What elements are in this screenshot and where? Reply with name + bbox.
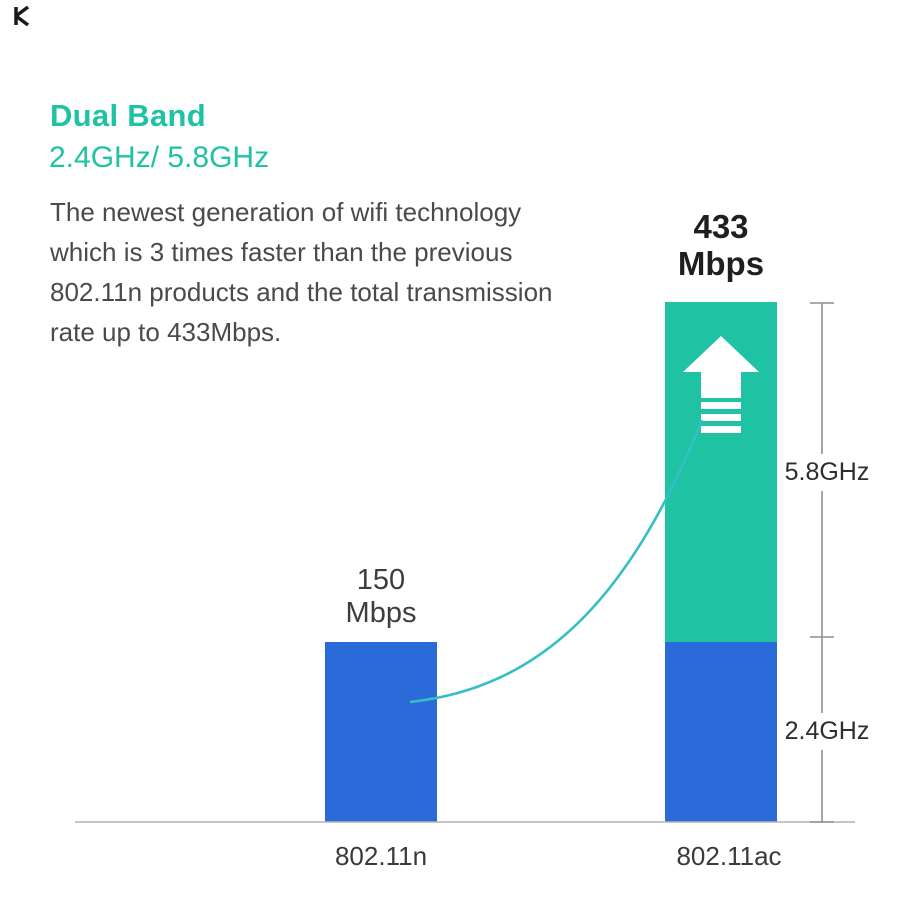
- band-label-58ghz: 5.8GHz: [777, 454, 877, 491]
- bar-value-150-unit: Mbps: [345, 597, 417, 629]
- x-axis-label-802-11ac: 802.11ac: [676, 841, 782, 871]
- description-text: The newest generation of wifi technology…: [50, 192, 553, 352]
- corner-artifact-mark: [14, 5, 30, 27]
- headline-dual-band: Dual Band: [50, 98, 206, 133]
- band-label-24ghz: 2.4GHz: [777, 713, 877, 750]
- bar-802-11n: [325, 642, 437, 822]
- up-arrow-icon: [683, 336, 759, 433]
- bar-value-150-number: 150: [356, 564, 406, 596]
- description-line-1: The newest generation of wifi technology: [50, 197, 522, 227]
- headline-frequencies: 2.4GHz/ 5.8GHz: [49, 141, 270, 174]
- bar-value-433-number: 433: [693, 208, 749, 245]
- bar-802-11ac-segment-24ghz: [665, 642, 777, 822]
- x-axis-label-802-11n: 802.11n: [334, 841, 428, 871]
- bar-value-433-unit: Mbps: [677, 245, 765, 282]
- growth-curve: [409, 419, 704, 704]
- bar-value-label-433: 433 Mbps: [651, 208, 791, 282]
- description-line-2: which is 3 times faster than the previou…: [50, 237, 513, 267]
- bar-value-label-150: 150 Mbps: [311, 564, 451, 630]
- description-line-4: rate up to 433Mbps.: [50, 317, 282, 347]
- description-line-3: 802.11n products and the total transmiss…: [50, 277, 553, 307]
